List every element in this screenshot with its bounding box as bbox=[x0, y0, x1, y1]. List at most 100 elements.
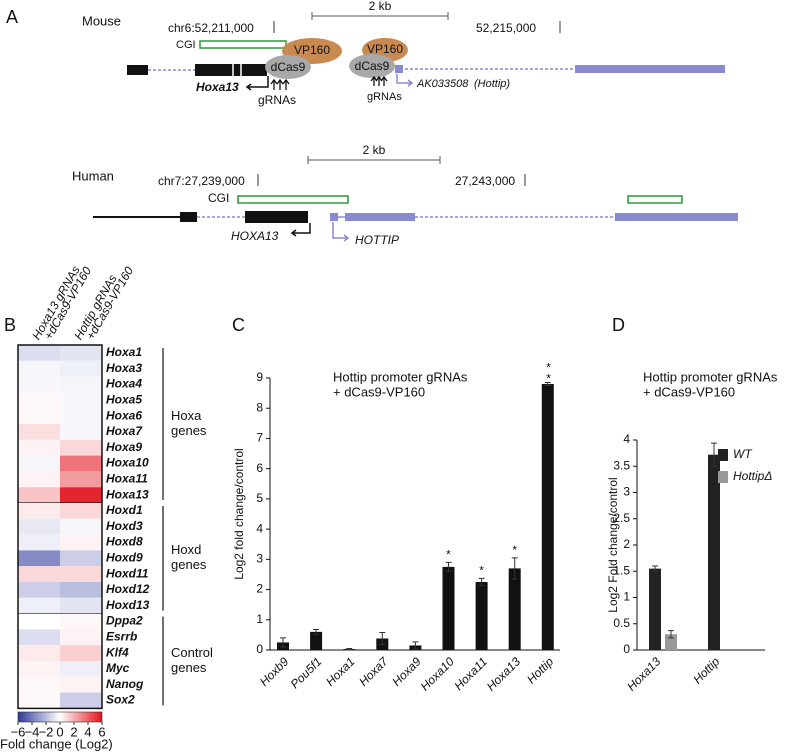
heatmap-frame bbox=[17, 344, 103, 710]
heatmap-cell bbox=[60, 518, 102, 535]
chart-title: Hottip promoter gRNAs bbox=[333, 369, 468, 384]
y-tick-label: 4 bbox=[256, 521, 263, 535]
gene-alias: (Hottip) bbox=[474, 78, 510, 90]
heatmap-cell bbox=[18, 582, 60, 598]
y-tick-label: 0.5 bbox=[613, 616, 630, 630]
heatmap-cell bbox=[18, 661, 60, 677]
group-label: Hoxd bbox=[171, 542, 201, 557]
heatmap-cell bbox=[60, 692, 102, 709]
y-tick-label: 2 bbox=[256, 582, 263, 596]
chart-title: + dCas9-VP160 bbox=[333, 384, 425, 399]
dcas9 bbox=[349, 54, 395, 78]
error-bar bbox=[511, 557, 518, 580]
y-tick-label: 3 bbox=[623, 485, 630, 499]
grna-label: gRNAs bbox=[258, 93, 296, 107]
heatmap-cell bbox=[18, 487, 60, 503]
row-label: Hoxd1 bbox=[106, 503, 143, 517]
significance: * bbox=[512, 543, 517, 557]
y-tick-label: 0 bbox=[256, 642, 263, 656]
row-label: Esrrb bbox=[106, 629, 137, 643]
heatmap-cell bbox=[60, 408, 102, 424]
heatmap-cell bbox=[60, 613, 102, 630]
heatmap-cell bbox=[18, 597, 60, 614]
exon bbox=[615, 213, 738, 221]
scale-label: 2 kb bbox=[363, 143, 386, 157]
heatmap-cell bbox=[60, 360, 102, 377]
heatmap-cell bbox=[18, 645, 60, 661]
dcas9 bbox=[265, 55, 311, 79]
x-tick-label: Hoxa13 bbox=[624, 654, 663, 693]
heatmap-cell bbox=[60, 550, 102, 567]
row-label: Hoxa5 bbox=[106, 392, 142, 406]
y-tick-label: 7 bbox=[256, 431, 263, 445]
heatmap-cell bbox=[18, 392, 60, 409]
heatmap-cell bbox=[18, 692, 60, 709]
heatmap-cell bbox=[60, 645, 102, 661]
error-bar bbox=[445, 561, 452, 572]
group-label: Hoxa bbox=[171, 408, 202, 423]
dcas9-label: dCas9 bbox=[355, 59, 390, 73]
error-bar bbox=[313, 628, 320, 635]
heatmap-cell bbox=[60, 534, 102, 551]
heatmap-cell bbox=[18, 345, 60, 361]
error-bar bbox=[711, 442, 717, 467]
coordinate: 52,215,000 bbox=[476, 21, 536, 35]
charts: Hottip promoter gRNAs+ dCas9-VP160 Log2 f… bbox=[232, 361, 778, 694]
exon bbox=[345, 213, 415, 221]
panel-label: D bbox=[612, 315, 625, 335]
row-label: Hoxa4 bbox=[106, 377, 142, 391]
y-tick-label: 3.5 bbox=[613, 458, 630, 472]
cgi-label: CGI bbox=[208, 191, 229, 205]
heatmap-cell bbox=[60, 661, 102, 677]
tss-arrow bbox=[290, 223, 311, 237]
colorbar-tick-label: 6 bbox=[98, 724, 105, 739]
bar bbox=[708, 454, 720, 650]
y-axis-label: Log2 fold change/control bbox=[232, 448, 246, 579]
heatmap-cell bbox=[60, 455, 102, 472]
exon bbox=[395, 65, 403, 73]
row-label: Hoxa10 bbox=[106, 456, 149, 470]
heatmap-cell bbox=[60, 439, 102, 456]
row-label: Dppa2 bbox=[106, 614, 143, 628]
legend-label: WT bbox=[733, 447, 753, 461]
row-label: Hoxa7 bbox=[106, 424, 143, 438]
heatmap-cell bbox=[18, 566, 60, 582]
human-locus: Human chr7:27,239,000 2 kb 27,243,000 CG… bbox=[72, 143, 738, 247]
tss-arrow bbox=[245, 76, 269, 91]
x-tick-label: Hoxa13 bbox=[484, 654, 523, 693]
exon bbox=[180, 212, 197, 222]
row-label: Klf4 bbox=[106, 645, 129, 659]
x-tick-label: Hoxa7 bbox=[356, 654, 391, 689]
gene-label: HOTTIP bbox=[355, 233, 399, 247]
tss-arrow bbox=[396, 74, 414, 87]
heatmap-cell bbox=[60, 345, 102, 361]
y-tick-label: 0 bbox=[623, 642, 630, 656]
row-label: Hoxd8 bbox=[106, 535, 143, 549]
bar bbox=[442, 566, 455, 650]
exon bbox=[245, 211, 308, 223]
coordinate: chr6:52,211,000 bbox=[168, 21, 254, 35]
heatmap-cell bbox=[60, 424, 102, 440]
grna-arrows bbox=[370, 75, 388, 86]
colorbar-label: Fold change (Log2) bbox=[0, 736, 113, 751]
error-bar bbox=[478, 577, 485, 587]
row-label: Hoxd12 bbox=[106, 582, 150, 596]
heatmap-cell bbox=[18, 439, 60, 456]
row-label: Hoxa6 bbox=[106, 408, 142, 422]
species: Human bbox=[72, 168, 114, 183]
vp160-label: VP160 bbox=[294, 43, 330, 57]
heatmap-cell bbox=[60, 566, 102, 582]
colorbar-tick-label: 4 bbox=[84, 724, 91, 739]
row-label: Hoxa3 bbox=[106, 361, 142, 375]
heatmap-cell bbox=[18, 629, 60, 646]
heatmap-cell bbox=[18, 424, 60, 440]
cgi-box bbox=[627, 195, 683, 204]
group-label: genes bbox=[171, 557, 207, 572]
heatmap-cell bbox=[60, 597, 102, 614]
error-bar bbox=[379, 631, 386, 646]
panel-label: C bbox=[232, 315, 245, 335]
species: Mouse bbox=[82, 13, 121, 28]
y-tick-label: 9 bbox=[256, 370, 263, 384]
